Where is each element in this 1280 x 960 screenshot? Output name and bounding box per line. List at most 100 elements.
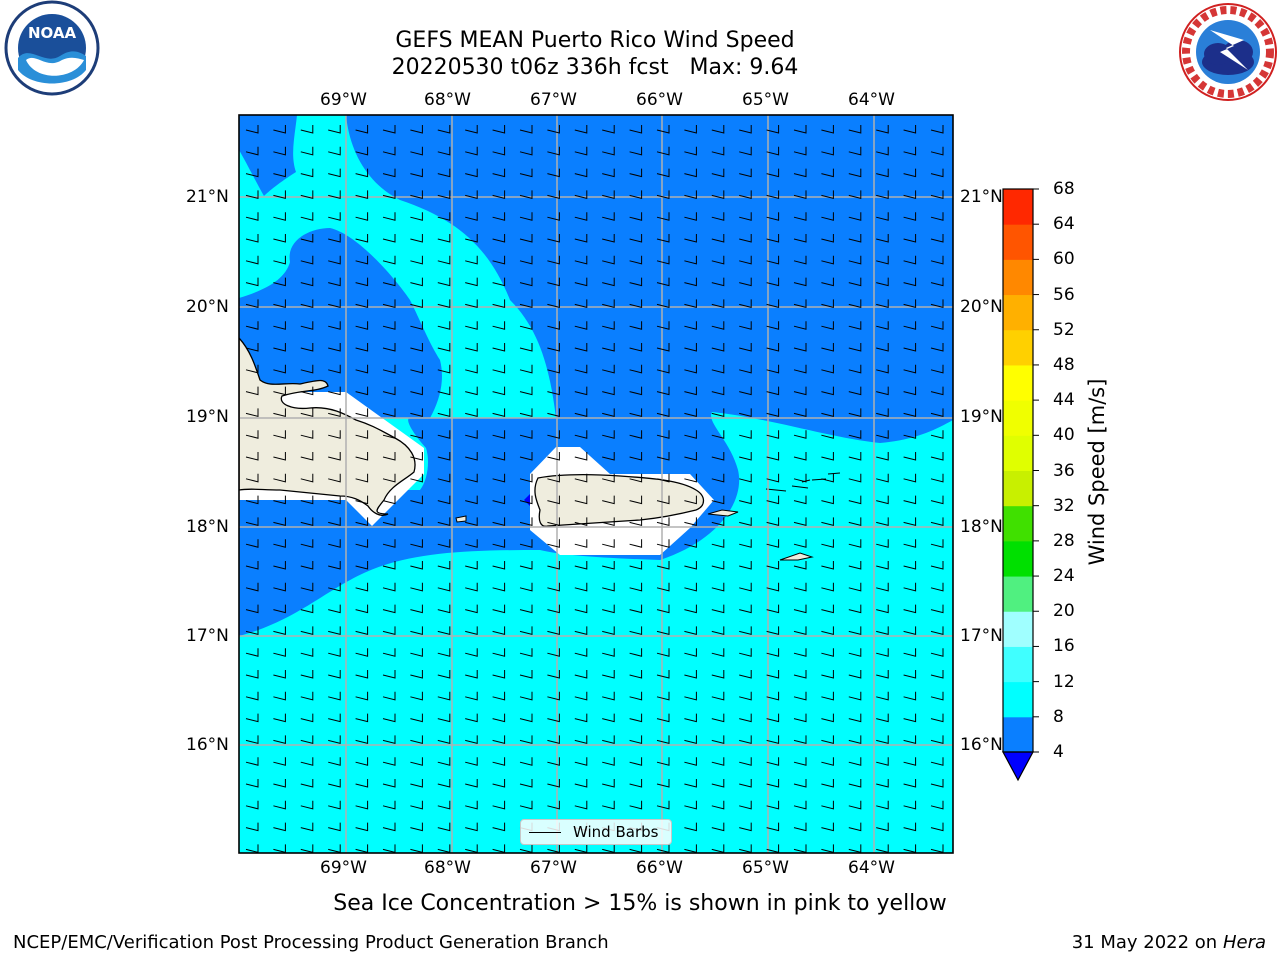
wind-barb: [547, 408, 560, 418]
wind-barb: [766, 822, 780, 832]
wind-barb: [328, 779, 341, 788]
wind-barb: [382, 386, 396, 396]
wind-barb: [492, 800, 506, 810]
wind-barb: [437, 473, 451, 483]
wind-barb: [876, 757, 889, 766]
graticule: [239, 115, 953, 853]
wind-barb: [355, 517, 369, 527]
wind-barb: [876, 343, 889, 352]
wind-barb: [410, 234, 423, 243]
wind-barb: [766, 146, 780, 156]
wind-barb: [465, 648, 478, 657]
wind-barb: [848, 277, 862, 287]
colorbar-segment: [1003, 435, 1033, 471]
wind-barb: [766, 473, 780, 483]
wind-barb: [437, 430, 451, 439]
wind-barb: [711, 212, 725, 221]
wind-barb: [245, 277, 259, 287]
wind-barb: [766, 343, 780, 352]
wind-barb: [492, 779, 506, 788]
wind-barb: [876, 561, 889, 570]
wind-barb: [382, 561, 396, 570]
wind-barb: [328, 299, 341, 309]
wind-barb: [492, 582, 506, 592]
wind-barb: [355, 146, 369, 156]
wind-barb: [519, 473, 533, 483]
wind-barb: [300, 146, 314, 156]
wind-barb: [547, 212, 560, 221]
wind-barb: [739, 343, 752, 352]
wind-barb: [930, 800, 944, 810]
wind-barb: [656, 125, 670, 134]
wind-barb: [410, 430, 423, 439]
colorbar-segment: [1003, 294, 1033, 331]
wind-barb: [766, 125, 780, 134]
wind-barb: [437, 364, 451, 374]
wind-barb: [574, 539, 588, 548]
wind-barb: [519, 146, 533, 156]
wind-barb: [739, 561, 752, 570]
wind-barb: [465, 626, 478, 636]
wind-barb: [547, 626, 560, 636]
wind-barb: [355, 364, 369, 374]
wind-barb: [629, 321, 643, 330]
wind-barb: [629, 539, 643, 548]
wind-barb: [273, 604, 286, 614]
wind-barb: [410, 561, 423, 570]
wind-barb: [930, 190, 944, 200]
wind-barb: [903, 735, 917, 745]
wind-barb: [465, 255, 478, 265]
wind-barb: [465, 408, 478, 418]
wind-barb: [328, 473, 341, 483]
wind-barb: [410, 299, 423, 309]
wind-barb: [273, 146, 286, 156]
wind-barb: [629, 648, 643, 657]
colorbar-segment: [1003, 364, 1033, 401]
wind-barb: [547, 146, 560, 156]
wind-barb: [410, 452, 423, 461]
wind-barb: [300, 125, 314, 134]
wind-barb: [355, 561, 369, 570]
wind-barb: [547, 168, 560, 178]
wind-barb: [684, 495, 697, 505]
wind-barb: [273, 452, 286, 461]
wind-barb: [876, 779, 889, 788]
wind-barb: [848, 190, 862, 200]
wind-barb: [656, 364, 670, 374]
wind-barb: [547, 604, 560, 614]
wind-barb: [848, 604, 862, 614]
wind-barb: [519, 800, 533, 810]
wind-barb: [766, 670, 780, 679]
lat-tick-left-18: 18°N: [186, 517, 229, 537]
wind-barb: [273, 691, 286, 701]
wind-barb: [492, 757, 506, 766]
wind-barb: [629, 146, 643, 156]
wind-barb: [684, 255, 697, 265]
wind-barb: [602, 713, 615, 723]
wind-barb: [574, 255, 588, 265]
wind-barb: [300, 691, 314, 701]
wind-barb: [602, 670, 615, 679]
wind-barb: [300, 604, 314, 614]
wind-barb: [821, 190, 834, 200]
wind-barb: [519, 321, 533, 330]
wind-barb: [382, 168, 396, 178]
wind-barb: [273, 125, 286, 134]
wind-barb: [492, 364, 506, 374]
wind-barb: [930, 386, 944, 396]
wind-barb: [793, 452, 807, 461]
wind-barb: [437, 779, 451, 788]
wind-barb: [328, 495, 341, 505]
wind-barb: [903, 800, 917, 810]
wind-barb: [766, 299, 780, 309]
wind-barb: [602, 604, 615, 614]
wind-barb: [793, 212, 807, 221]
wind-barb: [465, 473, 478, 483]
wind-barb: [930, 779, 944, 788]
wind-barb: [492, 299, 506, 309]
wind-barb: [711, 779, 725, 788]
wind-barb: [273, 539, 286, 548]
wind-barb: [355, 299, 369, 309]
wind-barb: [739, 255, 752, 265]
wind-barb: [465, 452, 478, 461]
